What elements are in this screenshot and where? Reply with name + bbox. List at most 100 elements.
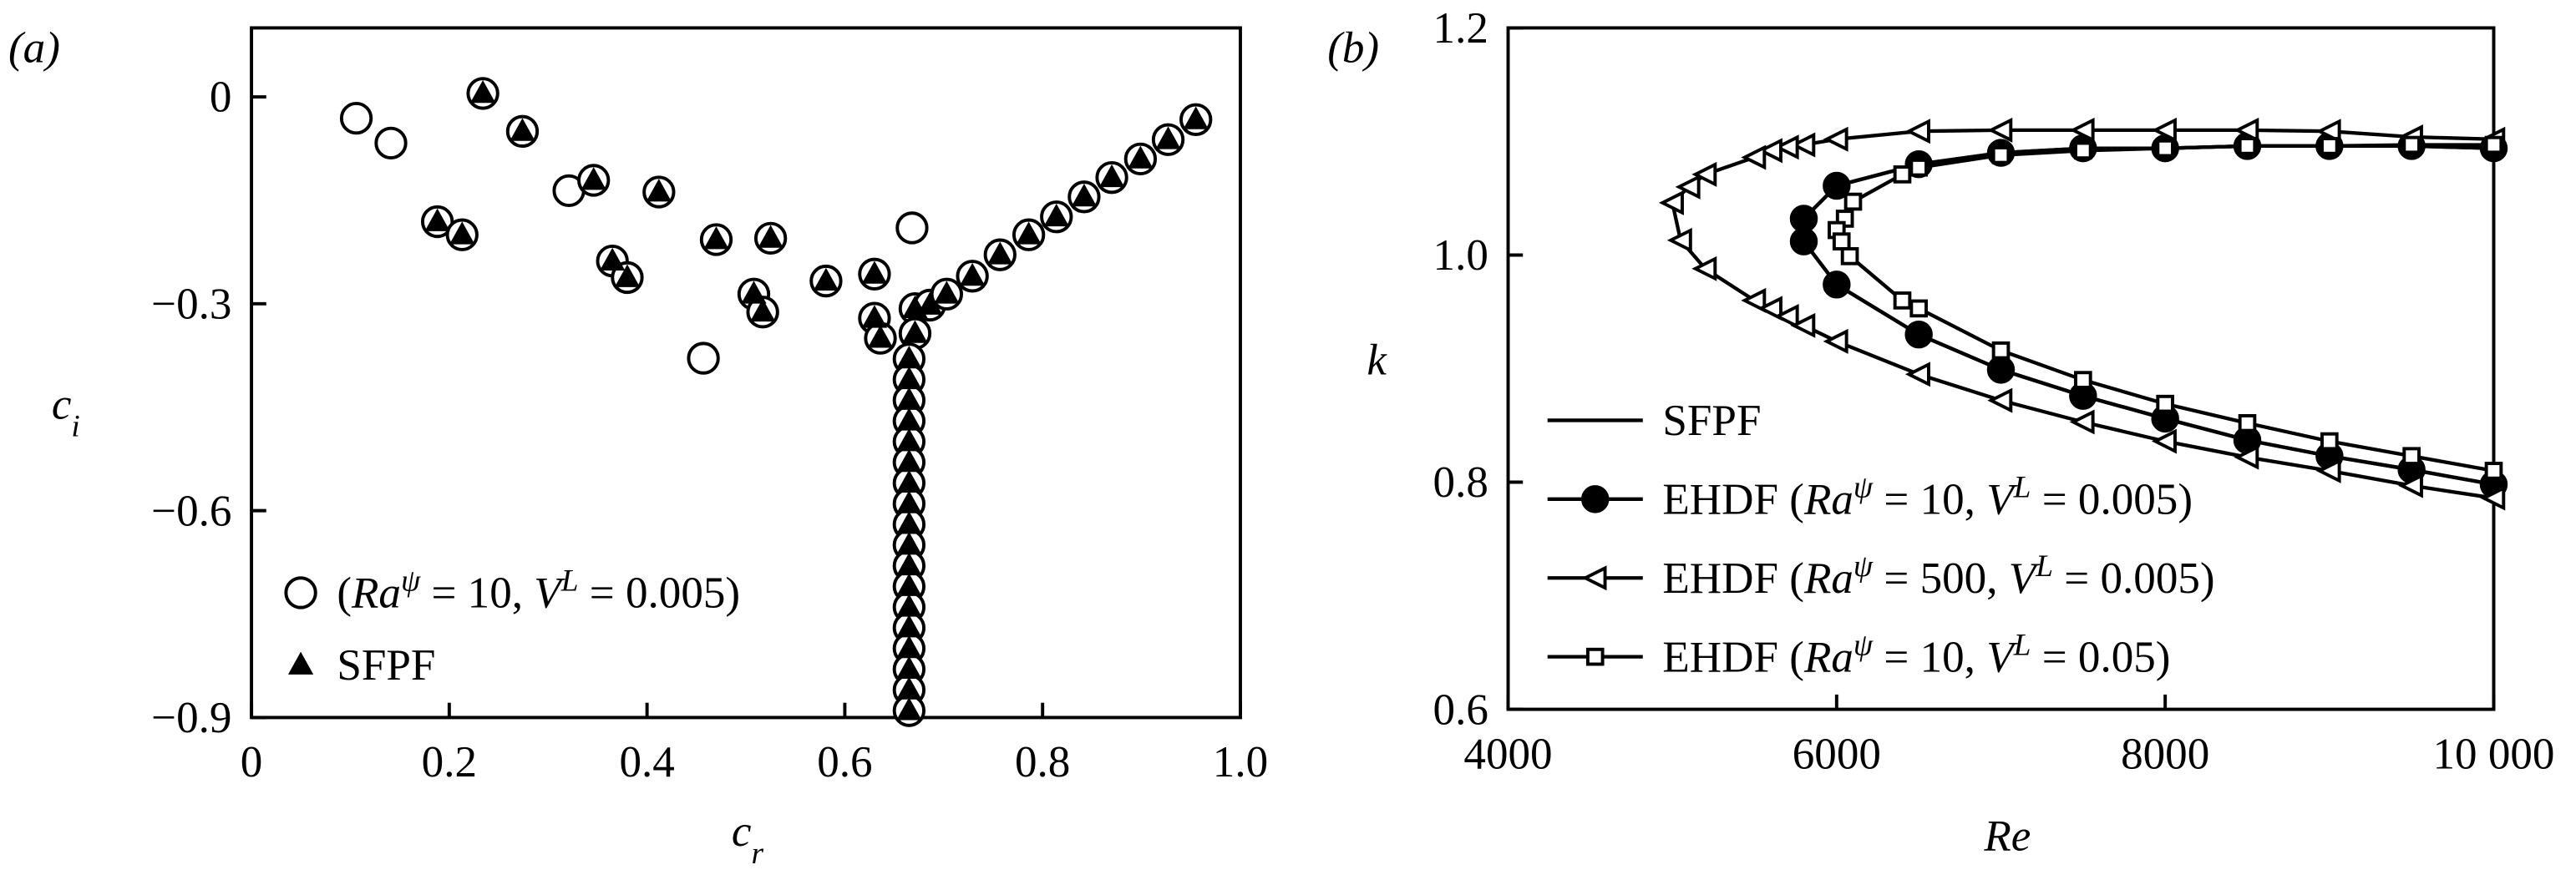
x-tick-label: 8000 bbox=[2121, 730, 2209, 778]
y-tick-label: 1.2 bbox=[1433, 4, 1488, 53]
text-run: ψ bbox=[1853, 549, 1874, 583]
marker bbox=[2484, 135, 2503, 154]
legend-label: (Raψ = 10, VL = 0.005) bbox=[337, 564, 740, 618]
text-run: L bbox=[2035, 549, 2053, 583]
y-tick-label: 0.8 bbox=[1433, 458, 1488, 507]
y-tick-label: 1.0 bbox=[1433, 231, 1488, 280]
marker bbox=[1183, 106, 1209, 129]
marker bbox=[2320, 137, 2339, 155]
text-run: = 0.005) bbox=[579, 569, 741, 618]
legend-label: EHDF (Raψ = 10, VL = 0.05) bbox=[1662, 628, 2170, 682]
plot-frame bbox=[1506, 26, 2496, 711]
text-run: EHDF ( bbox=[1662, 476, 1804, 524]
marker bbox=[581, 167, 606, 190]
legend-label: SFPF bbox=[1662, 397, 1761, 445]
marker bbox=[1071, 183, 1098, 207]
marker bbox=[1691, 255, 1717, 281]
marker bbox=[1823, 171, 1851, 200]
text-run: = 0.005) bbox=[2053, 554, 2215, 603]
marker bbox=[2074, 371, 2092, 389]
legend-marker bbox=[284, 576, 317, 609]
marker bbox=[374, 126, 408, 160]
marker bbox=[1773, 303, 1799, 329]
marker bbox=[1155, 126, 1181, 149]
marker bbox=[1741, 144, 1767, 170]
text-run: Re bbox=[1983, 812, 2031, 861]
marker bbox=[1904, 320, 1933, 349]
x-tick-label: 0.2 bbox=[422, 738, 477, 786]
marker bbox=[2069, 409, 2095, 435]
marker bbox=[861, 260, 888, 284]
marker bbox=[896, 697, 922, 721]
x-axis-label: Re bbox=[1983, 812, 2031, 861]
marker bbox=[600, 247, 626, 271]
marker bbox=[959, 262, 986, 286]
x-axis-label: cr bbox=[732, 807, 764, 871]
marker bbox=[1893, 291, 1912, 310]
marker bbox=[2484, 462, 2503, 480]
marker bbox=[2151, 117, 2177, 143]
marker bbox=[987, 241, 1013, 265]
x-tick-label: 1.0 bbox=[1213, 738, 1268, 786]
marker bbox=[2151, 428, 2177, 454]
marker bbox=[895, 211, 929, 245]
marker bbox=[934, 281, 960, 304]
text-run: V bbox=[534, 569, 565, 618]
marker bbox=[2234, 117, 2259, 143]
panel-label: (b) bbox=[1327, 24, 1379, 73]
x-tick-label: 6000 bbox=[1793, 730, 1881, 778]
text-run: c bbox=[52, 380, 72, 428]
marker bbox=[1832, 232, 1851, 250]
marker bbox=[1043, 203, 1069, 227]
marker bbox=[1741, 287, 1767, 313]
marker bbox=[1986, 356, 2016, 384]
x-tick-label: 10 000 bbox=[2433, 730, 2555, 778]
text-run: = 10, bbox=[1873, 633, 1986, 681]
marker bbox=[2234, 444, 2259, 470]
marker bbox=[1987, 387, 2013, 413]
legend-marker bbox=[1585, 647, 1605, 666]
marker bbox=[1823, 271, 1851, 299]
marker bbox=[449, 221, 475, 245]
marker bbox=[1675, 174, 1701, 200]
marker bbox=[1658, 190, 1684, 215]
text-run: = 0.005) bbox=[2031, 476, 2193, 524]
marker bbox=[2074, 141, 2092, 160]
marker bbox=[861, 305, 888, 328]
marker bbox=[1773, 134, 1799, 160]
text-run: SFPF bbox=[1662, 397, 1761, 445]
marker bbox=[1757, 138, 1782, 164]
y-tick-label: −0.3 bbox=[151, 281, 231, 329]
marker bbox=[2315, 458, 2341, 483]
plot-frame bbox=[250, 26, 1242, 720]
legend-label: EHDF (Raψ = 500, VL = 0.005) bbox=[1662, 549, 2214, 603]
y-tick-label: −0.6 bbox=[151, 487, 231, 535]
text-run: ψ bbox=[1853, 470, 1874, 504]
marker bbox=[1904, 362, 1930, 387]
marker bbox=[1016, 221, 1042, 245]
marker bbox=[687, 341, 720, 375]
marker bbox=[614, 264, 641, 287]
marker bbox=[1909, 158, 1928, 177]
text-run: Ra bbox=[1803, 476, 1853, 524]
marker bbox=[1823, 126, 1848, 152]
marker bbox=[750, 298, 776, 322]
marker bbox=[1128, 145, 1154, 169]
series-line bbox=[1802, 144, 2494, 487]
text-run: k bbox=[1367, 336, 1387, 384]
text-run: = 10, bbox=[420, 569, 534, 618]
marker bbox=[1691, 161, 1717, 187]
text-run: V bbox=[1986, 633, 2018, 681]
marker bbox=[2238, 137, 2257, 155]
legend-label: SFPF bbox=[337, 641, 435, 690]
marker bbox=[339, 101, 373, 135]
marker bbox=[1991, 145, 2011, 164]
marker bbox=[1757, 296, 1782, 321]
marker bbox=[1893, 165, 1912, 184]
text-run: L bbox=[2013, 470, 2031, 504]
text-run: ψ bbox=[401, 564, 421, 598]
x-tick-label: 4000 bbox=[1463, 730, 1552, 778]
marker bbox=[2156, 394, 2174, 413]
y-axis-label: k bbox=[1367, 336, 1387, 384]
